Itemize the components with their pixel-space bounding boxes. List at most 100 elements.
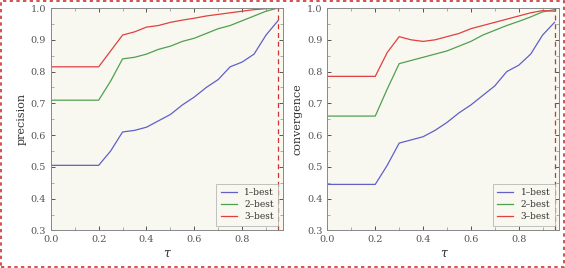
1–best <box>239 61 246 64</box>
3–best <box>227 11 233 14</box>
1–best <box>83 164 90 167</box>
3–best <box>71 65 78 68</box>
1–best <box>119 130 126 133</box>
3–best <box>336 75 343 78</box>
2–best <box>444 49 450 53</box>
X-axis label: τ: τ <box>163 247 170 260</box>
1–best <box>480 94 486 97</box>
2–best <box>384 87 390 91</box>
Y-axis label: precision: precision <box>16 93 27 145</box>
3–best <box>467 27 474 30</box>
3–best <box>251 8 258 11</box>
1–best <box>324 183 331 186</box>
3–best <box>408 38 415 42</box>
1–best <box>143 126 150 129</box>
2–best <box>95 99 102 102</box>
3–best <box>119 34 126 37</box>
Line: 1–best: 1–best <box>328 22 555 184</box>
1–best <box>360 183 367 186</box>
2–best <box>408 59 415 62</box>
1–best <box>47 164 54 167</box>
2–best <box>480 34 486 37</box>
Line: 2–best: 2–best <box>51 8 278 100</box>
1–best <box>408 138 415 142</box>
2–best <box>215 27 221 30</box>
2–best <box>191 37 198 40</box>
3–best <box>515 14 522 18</box>
2–best <box>239 19 246 22</box>
3–best <box>539 9 546 12</box>
1–best <box>59 164 66 167</box>
3–best <box>131 30 138 34</box>
1–best <box>492 84 498 87</box>
1–best <box>539 34 546 37</box>
2–best <box>263 10 270 13</box>
3–best <box>83 65 90 68</box>
Line: 3–best: 3–best <box>51 8 278 67</box>
3–best <box>420 40 427 43</box>
1–best <box>227 65 233 68</box>
1–best <box>503 70 510 73</box>
3–best <box>203 14 210 18</box>
2–best <box>71 99 78 102</box>
3–best <box>107 49 114 53</box>
3–best <box>191 17 198 20</box>
3–best <box>492 21 498 24</box>
1–best <box>107 150 114 153</box>
1–best <box>155 119 162 122</box>
2–best <box>131 56 138 59</box>
2–best <box>47 99 54 102</box>
3–best <box>179 18 186 22</box>
2–best <box>503 24 510 27</box>
3–best <box>480 24 486 27</box>
2–best <box>336 114 343 118</box>
2–best <box>372 114 379 118</box>
X-axis label: τ: τ <box>440 247 447 260</box>
2–best <box>551 8 558 11</box>
3–best <box>348 75 355 78</box>
2–best <box>539 10 546 13</box>
3–best <box>263 7 270 10</box>
1–best <box>251 53 258 56</box>
3–best <box>384 51 390 54</box>
1–best <box>444 121 450 124</box>
1–best <box>263 34 270 37</box>
1–best <box>179 103 186 107</box>
2–best <box>396 62 402 65</box>
3–best <box>444 35 450 38</box>
1–best <box>275 19 281 22</box>
2–best <box>203 32 210 35</box>
1–best <box>203 86 210 89</box>
1–best <box>348 183 355 186</box>
3–best <box>551 10 558 13</box>
2–best <box>420 56 427 59</box>
2–best <box>143 53 150 56</box>
3–best <box>275 6 281 10</box>
2–best <box>455 44 462 48</box>
1–best <box>372 183 379 186</box>
2–best <box>360 114 367 118</box>
3–best <box>432 38 438 42</box>
1–best <box>515 64 522 67</box>
3–best <box>396 35 402 38</box>
3–best <box>143 25 150 29</box>
3–best <box>155 24 162 27</box>
Legend: 1–best, 2–best, 3–best: 1–best, 2–best, 3–best <box>493 184 555 226</box>
1–best <box>71 164 78 167</box>
1–best <box>467 103 474 107</box>
2–best <box>467 40 474 43</box>
2–best <box>515 20 522 23</box>
2–best <box>492 29 498 32</box>
Line: 2–best: 2–best <box>328 10 555 116</box>
2–best <box>167 44 174 48</box>
Line: 3–best: 3–best <box>328 10 555 76</box>
1–best <box>396 142 402 145</box>
1–best <box>131 129 138 132</box>
3–best <box>455 32 462 35</box>
2–best <box>179 40 186 43</box>
3–best <box>527 11 534 14</box>
1–best <box>167 113 174 116</box>
3–best <box>215 13 221 16</box>
2–best <box>119 57 126 61</box>
1–best <box>432 129 438 132</box>
